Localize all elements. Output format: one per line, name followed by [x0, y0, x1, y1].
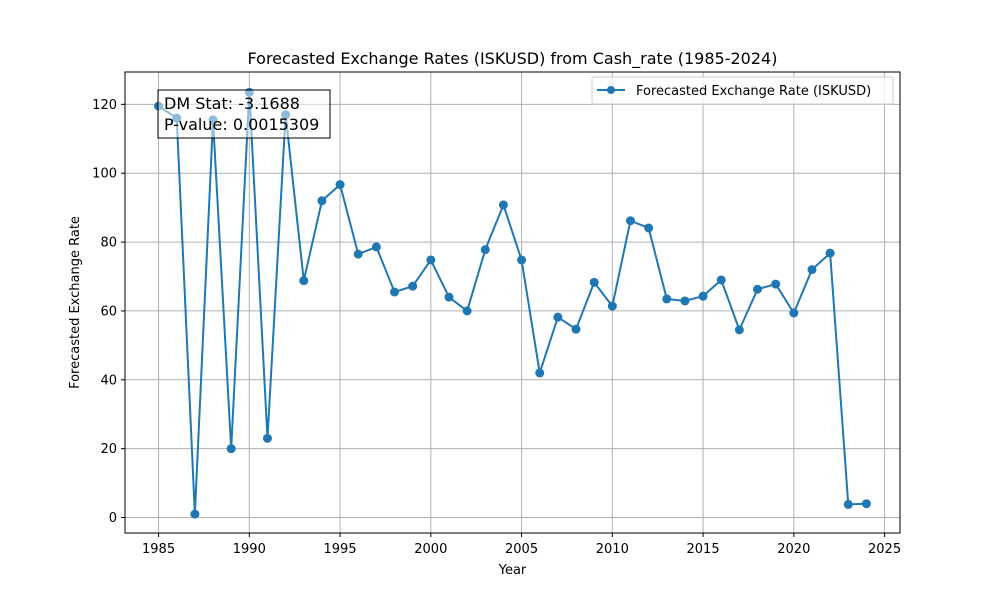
data-point	[190, 509, 200, 519]
data-point	[317, 196, 327, 206]
data-point	[517, 255, 527, 265]
data-point	[444, 292, 454, 302]
y-axis-label: Forecasted Exchange Rate	[68, 216, 83, 389]
data-point	[335, 180, 345, 190]
data-point	[680, 296, 690, 306]
dm-stat-annotation: DM Stat: -3.1688 P-value: 0.0015309	[157, 89, 331, 139]
data-point	[807, 265, 817, 275]
x-tick-label: 2005	[505, 542, 538, 557]
data-point	[625, 216, 635, 226]
data-point	[226, 444, 236, 454]
legend-marker-swatch	[607, 86, 615, 94]
data-point	[371, 242, 381, 252]
data-point	[353, 249, 363, 259]
data-point	[480, 245, 490, 255]
grid-lines	[125, 72, 900, 533]
legend-box	[591, 76, 894, 105]
y-tick-label: 80	[100, 236, 117, 251]
data-point	[825, 248, 835, 258]
data-point	[607, 301, 617, 311]
data-point	[390, 287, 400, 297]
plot-area-frame	[124, 71, 901, 534]
data-point	[662, 294, 672, 304]
y-tick-label: 60	[100, 304, 117, 319]
data-point	[734, 325, 744, 335]
data-point	[262, 433, 272, 443]
x-tick-label: 2000	[414, 542, 447, 557]
x-tick-label: 2020	[777, 542, 810, 557]
annotation-p-value: P-value: 0.0015309	[164, 115, 319, 134]
x-tick-label: 1990	[233, 542, 266, 557]
data-point	[535, 368, 545, 378]
data-point	[698, 291, 708, 301]
y-tick-label: 20	[100, 442, 117, 457]
data-point	[789, 308, 799, 318]
chart-title: Forecasted Exchange Rates (ISKUSD) from …	[248, 49, 778, 69]
data-point	[553, 312, 563, 322]
x-tick-label: 2010	[596, 542, 629, 557]
data-point	[843, 499, 853, 509]
data-point	[861, 499, 871, 509]
data-point	[571, 324, 581, 334]
data-point	[716, 275, 726, 285]
x-axis-label: Year	[498, 563, 527, 578]
y-tick-label: 0	[109, 511, 117, 526]
y-tick-label: 40	[100, 373, 117, 388]
annotation-dm-stat: DM Stat: -3.1688	[164, 94, 300, 113]
data-point	[589, 277, 599, 287]
x-tick-label: 1985	[142, 542, 175, 557]
x-tick-label: 1995	[324, 542, 357, 557]
legend-label: Forecasted Exchange Rate (ISKUSD)	[636, 84, 871, 99]
annotation-box	[157, 89, 331, 139]
data-point	[498, 200, 508, 210]
data-point	[299, 276, 309, 286]
axis-ticks: 1985 1990 1995 2000 2005 2010 2015 2020 2025 0 20 4…	[92, 98, 901, 557]
data-point	[462, 306, 472, 316]
data-point	[426, 255, 436, 265]
x-tick-label: 2025	[868, 542, 901, 557]
legend: Forecasted Exchange Rate (ISKUSD)	[591, 76, 894, 105]
data-point	[753, 284, 763, 294]
x-tick-label: 2015	[687, 542, 720, 557]
y-tick-label: 100	[92, 167, 117, 182]
series-line	[158, 91, 867, 516]
data-point	[408, 281, 418, 291]
data-point	[771, 279, 781, 289]
y-tick-label: 120	[92, 98, 117, 113]
data-point	[644, 223, 654, 233]
